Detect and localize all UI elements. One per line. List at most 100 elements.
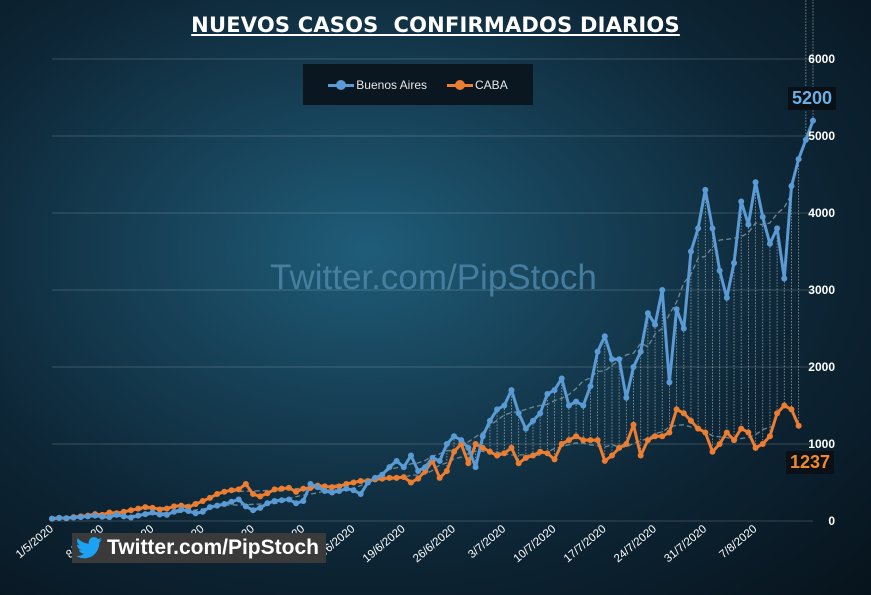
data-point-buenos-aires (759, 213, 766, 220)
data-point-caba (716, 441, 723, 447)
data-point-buenos-aires (343, 485, 350, 492)
data-point-buenos-aires (49, 515, 55, 522)
legend-item-buenos-aires: Buenos Aires (328, 78, 427, 92)
data-point-buenos-aires (393, 457, 400, 464)
data-point-caba (257, 493, 264, 500)
data-point-buenos-aires (580, 402, 587, 409)
data-point-caba (264, 490, 271, 497)
data-point-buenos-aires (666, 379, 673, 386)
data-point-caba (149, 504, 156, 511)
data-point-buenos-aires (745, 221, 752, 228)
data-point-caba (192, 501, 199, 508)
y-tick-label: 3000 (808, 283, 835, 297)
data-point-caba (565, 437, 572, 444)
data-point-buenos-aires (687, 248, 694, 255)
data-point-caba (644, 437, 651, 444)
data-point-buenos-aires (652, 321, 659, 328)
data-point-buenos-aires (372, 474, 379, 481)
data-point-buenos-aires (314, 484, 321, 491)
data-point-buenos-aires (293, 500, 300, 507)
data-point-caba (623, 441, 630, 447)
data-point-caba (350, 479, 357, 486)
data-point-caba (637, 452, 644, 459)
data-point-buenos-aires (443, 441, 450, 447)
data-point-caba (795, 422, 802, 429)
data-point-buenos-aires (802, 136, 809, 143)
data-point-caba (163, 505, 170, 512)
data-point-buenos-aires (501, 402, 508, 409)
data-point-caba (400, 474, 407, 481)
data-point-buenos-aires (494, 406, 501, 413)
data-point-buenos-aires (206, 504, 213, 511)
x-tick-label: 7/8/2020 (717, 523, 759, 561)
data-point-caba (451, 448, 458, 455)
data-point-caba (630, 421, 637, 428)
trend-line (73, 424, 778, 518)
data-point-caba (537, 448, 544, 455)
data-point-caba (407, 479, 414, 486)
data-point-caba (738, 425, 745, 432)
data-point-buenos-aires (84, 513, 91, 520)
last-value-label-caba: 1237 (786, 451, 835, 474)
data-point-caba (608, 452, 615, 459)
data-point-buenos-aires (407, 452, 414, 459)
data-point-caba (530, 452, 537, 459)
x-tick-label: 26/6/2020 (411, 523, 458, 565)
data-point-caba (171, 503, 178, 510)
x-tick-label: 24/7/2020 (612, 523, 659, 565)
legend: Buenos Aires CABA (303, 64, 533, 105)
data-point-buenos-aires (537, 410, 544, 417)
data-point-buenos-aires (472, 464, 479, 471)
data-point-buenos-aires (228, 498, 235, 505)
data-point-buenos-aires (738, 198, 745, 205)
data-point-caba (759, 441, 766, 447)
data-point-buenos-aires (127, 514, 134, 521)
data-point-buenos-aires (608, 356, 615, 363)
data-point-caba (443, 467, 450, 474)
data-point-caba (486, 448, 493, 455)
data-point-buenos-aires (522, 425, 529, 432)
data-point-caba (652, 433, 659, 440)
data-point-caba (120, 508, 127, 515)
data-point-buenos-aires (774, 225, 781, 232)
legend-swatch-caba (447, 79, 474, 91)
data-point-caba (106, 509, 113, 516)
y-tick-label: 0 (828, 514, 835, 528)
chart-title: NUEVOS CASOS CONFIRMADOS DIARIOS (191, 13, 680, 37)
data-point-buenos-aires (795, 156, 802, 163)
data-point-caba (616, 444, 623, 451)
data-point-caba (127, 507, 134, 514)
data-point-buenos-aires (810, 117, 816, 124)
x-tick-label: 19/6/2020 (361, 523, 408, 565)
data-point-buenos-aires (573, 398, 580, 405)
data-point-caba (242, 481, 249, 488)
x-tick-label: 3/7/2020 (466, 523, 508, 561)
data-point-caba (343, 481, 350, 488)
data-point-buenos-aires (673, 306, 680, 313)
data-point-buenos-aires (731, 260, 738, 267)
y-tick-label: 6000 (808, 52, 835, 66)
data-point-caba (415, 475, 422, 482)
data-point-buenos-aires (422, 464, 429, 471)
x-tick-label: 10/7/2020 (512, 523, 559, 565)
data-point-buenos-aires (630, 364, 637, 370)
data-point-caba (501, 450, 508, 457)
data-point-buenos-aires (92, 512, 99, 519)
data-point-buenos-aires (508, 387, 515, 394)
data-point-buenos-aires (659, 287, 666, 293)
data-point-buenos-aires (616, 356, 623, 363)
data-point-caba (142, 504, 149, 511)
y-tick-label: 1000 (808, 437, 835, 451)
data-point-caba (285, 484, 292, 491)
data-point-caba (522, 454, 529, 461)
data-point-caba (573, 433, 580, 440)
data-point-buenos-aires (307, 481, 314, 488)
data-point-buenos-aires (451, 433, 458, 440)
data-point-buenos-aires (709, 225, 716, 232)
data-point-caba (494, 452, 501, 459)
data-point-buenos-aires (106, 514, 113, 521)
data-point-caba (293, 488, 300, 495)
data-point-buenos-aires (558, 375, 565, 382)
watermark: Twitter.com/PipStoch (270, 258, 597, 297)
data-point-buenos-aires (429, 454, 436, 461)
